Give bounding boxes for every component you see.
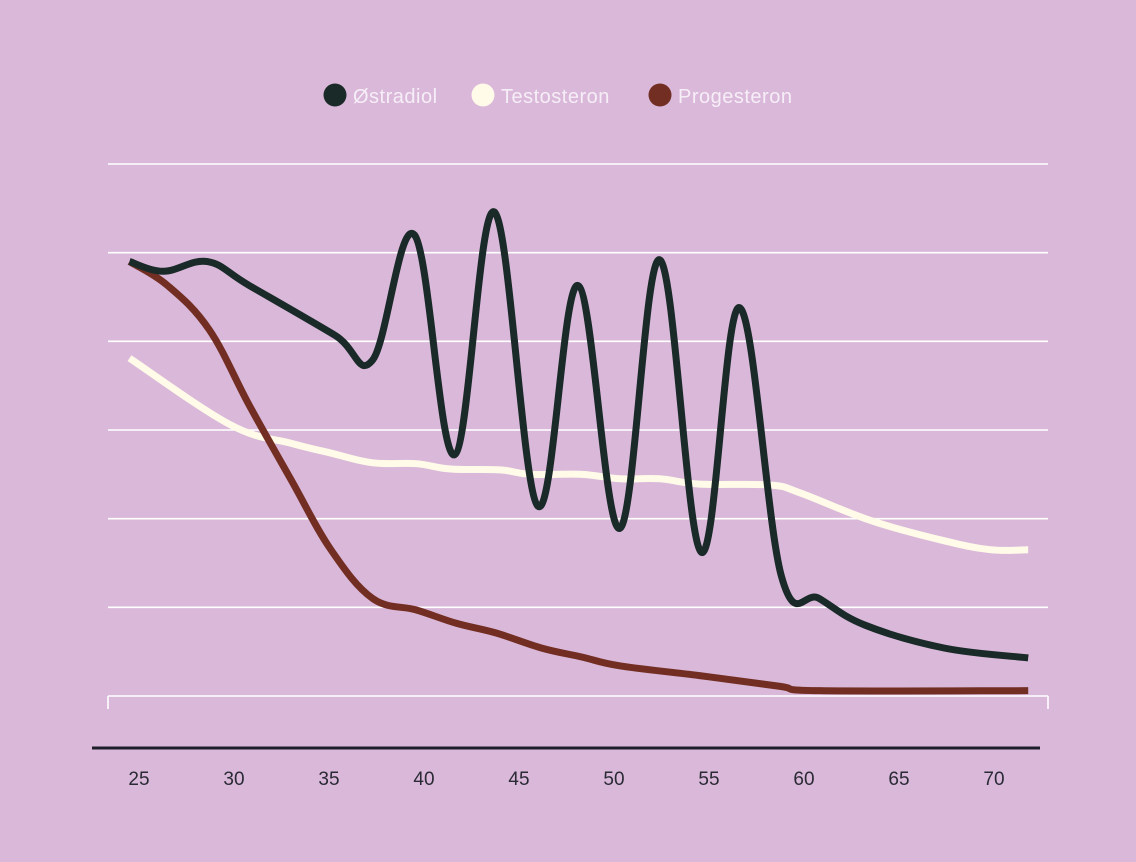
x-tick-label: 45	[508, 769, 529, 790]
legend-item: Østradiol	[323, 83, 438, 108]
legend-swatch	[471, 83, 495, 107]
legend-item: Progesteron	[648, 83, 792, 108]
x-tick-label: 40	[413, 769, 434, 790]
x-tick-label: 65	[888, 769, 909, 790]
x-tick-label: 50	[603, 769, 624, 790]
series-line-østradiol	[128, 208, 1029, 662]
x-tick-label: 30	[223, 769, 244, 790]
x-tick-label: 60	[793, 769, 814, 790]
legend-item: Testosteron	[471, 83, 610, 108]
series-line-testosteron	[127, 355, 1029, 554]
legend-label: Testosteron	[501, 86, 610, 108]
legend-swatch	[648, 83, 672, 107]
x-tick-label: 70	[983, 769, 1004, 790]
x-tick-label: 35	[318, 769, 339, 790]
legend: Østradiol Testosteron Progesteron	[323, 83, 792, 108]
x-tick-label: 55	[698, 769, 719, 790]
legend-label: Progesteron	[678, 86, 792, 108]
x-axis-ticks: 25 30 35 40 45 50 55 60 65 70	[128, 769, 1004, 790]
series-lines	[127, 208, 1029, 695]
x-tick-label: 25	[128, 769, 149, 790]
legend-label: Østradiol	[353, 86, 438, 108]
legend-swatch	[323, 83, 347, 107]
series-line-progesteron	[127, 258, 1029, 695]
